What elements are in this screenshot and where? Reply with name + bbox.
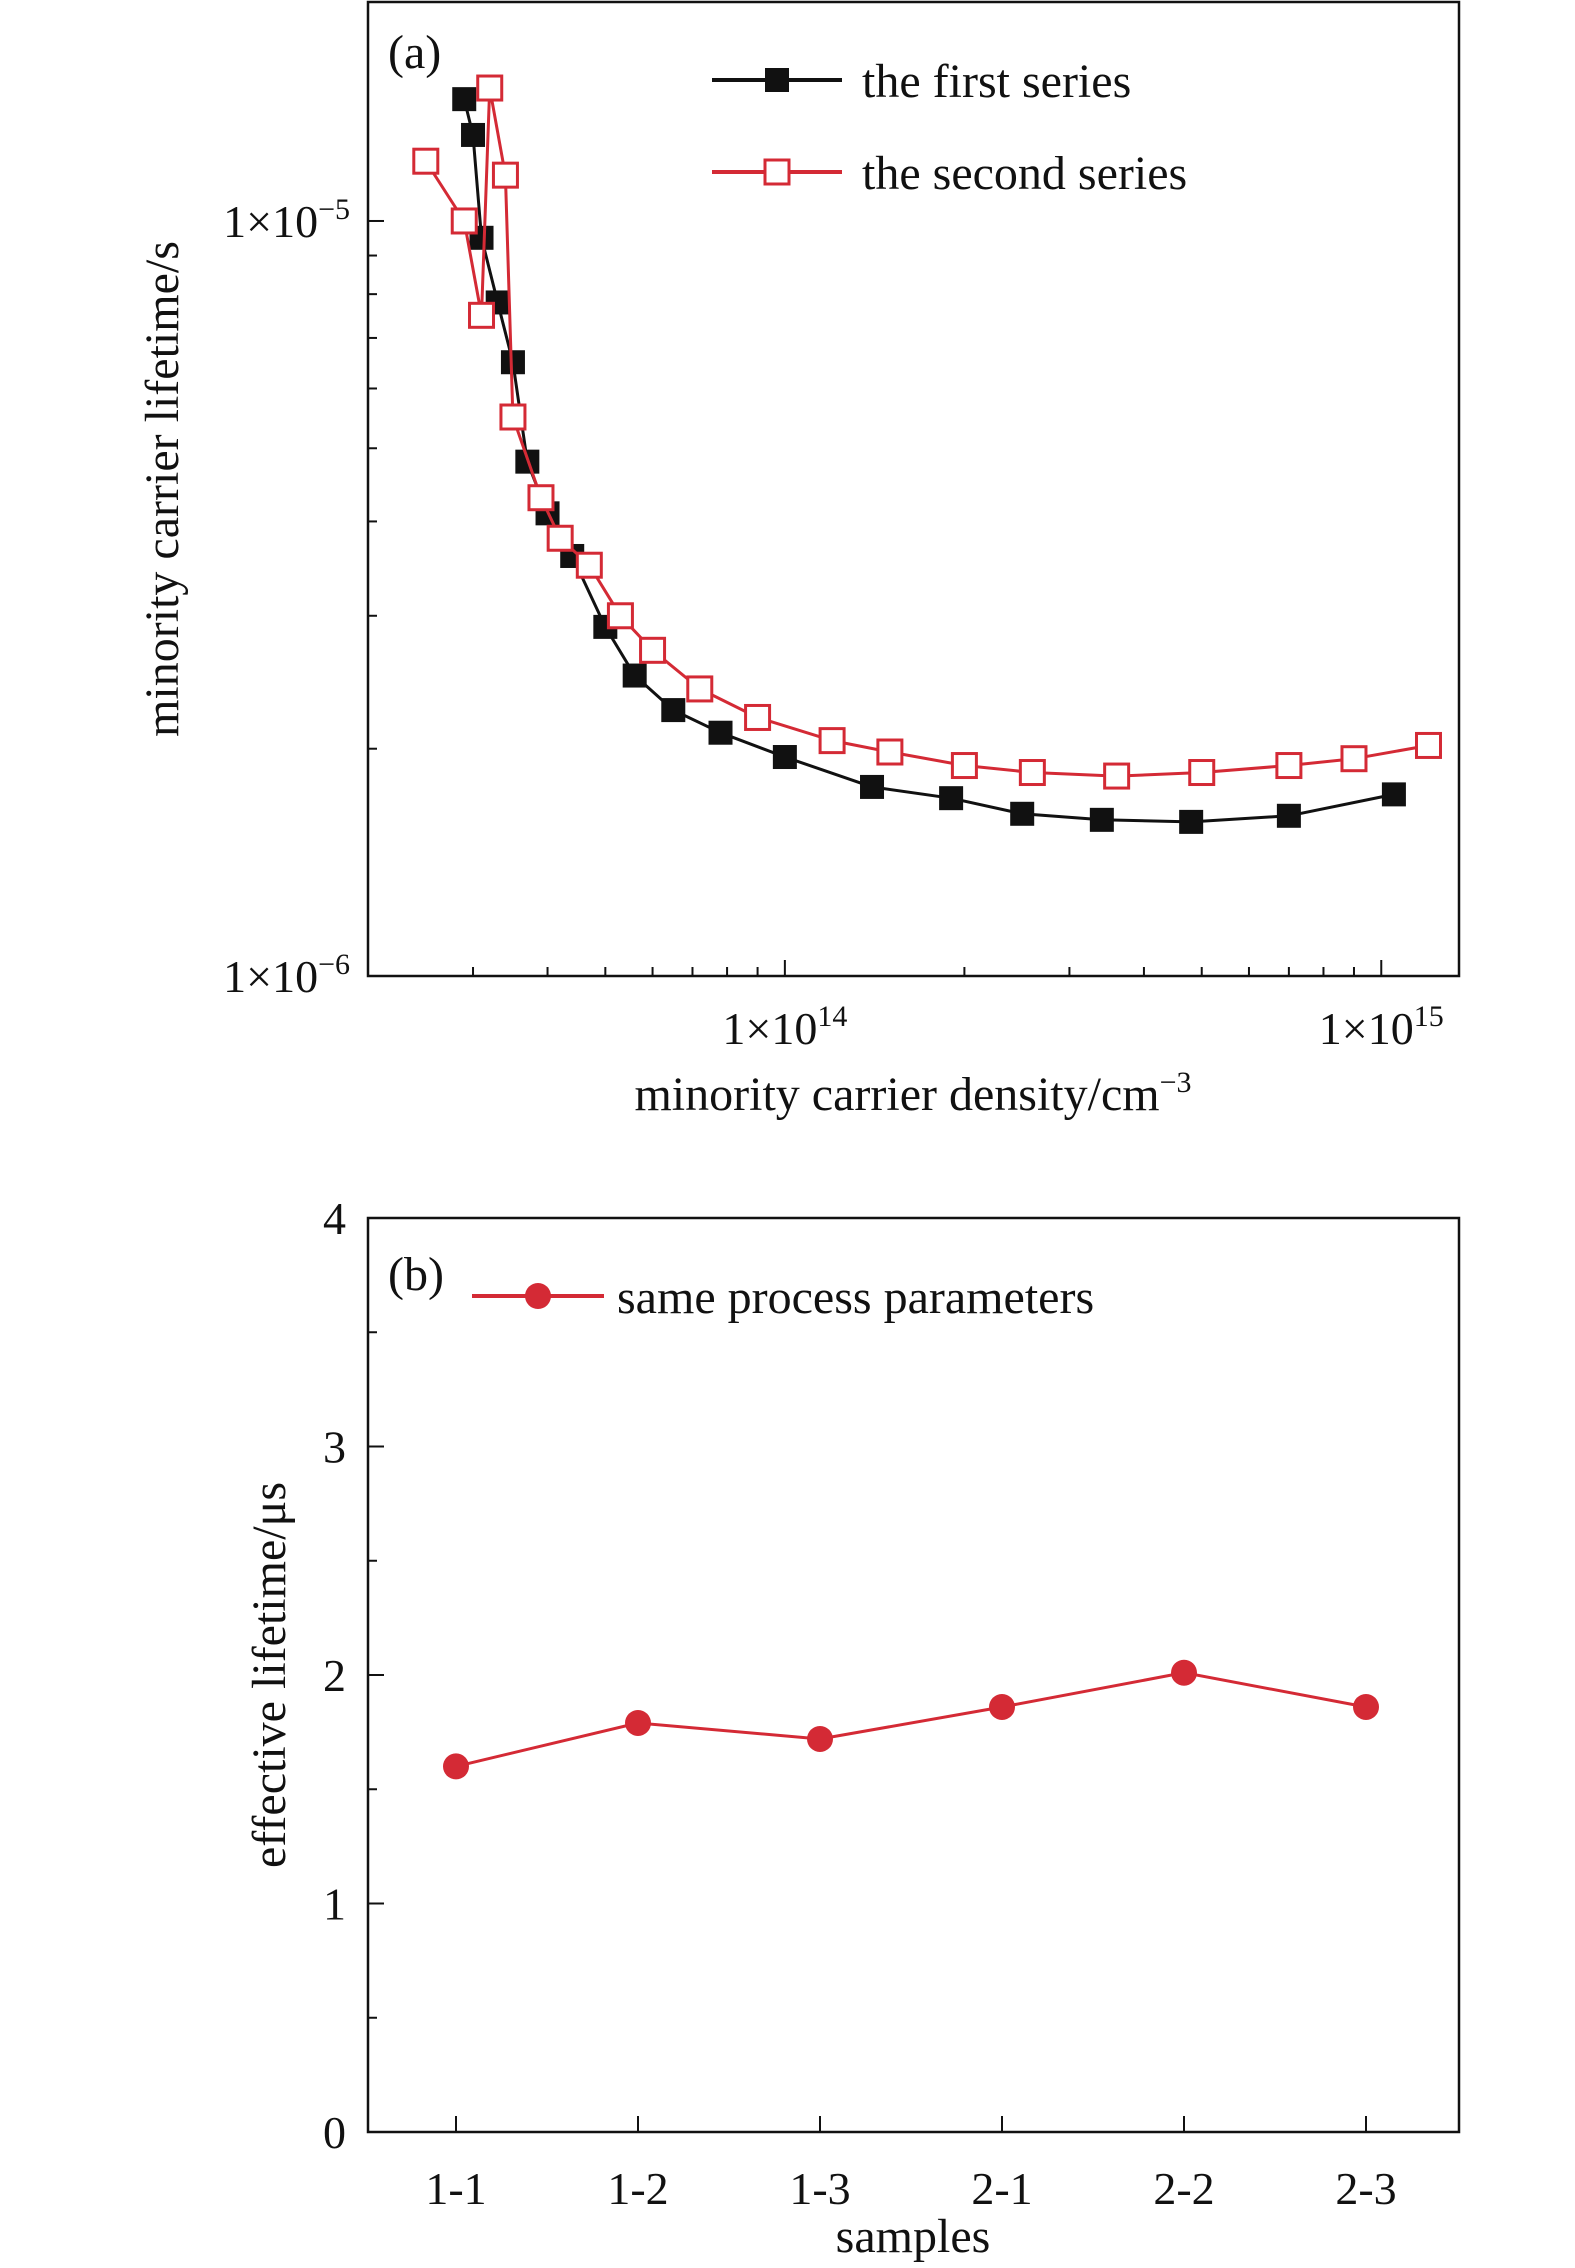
panel-a-point-first-series xyxy=(939,786,964,811)
panel-b-point-same-process xyxy=(443,1753,469,1780)
panel-a-y-axis-label: minority carrier lifetime/s xyxy=(136,241,189,737)
panel-b-series-line xyxy=(455,1671,1367,1768)
panel-b-y-tick-label: 2 xyxy=(323,1650,346,1701)
panel-b-x-tick-label: 2-1 xyxy=(971,2163,1032,2214)
legend-label-second-series: the second series xyxy=(862,147,1187,200)
panel-a-point-second-series xyxy=(491,161,519,189)
panel-a-point-first-series xyxy=(1381,782,1406,807)
panel-a-point-second-series xyxy=(1340,745,1368,773)
panel-a-point-second-series xyxy=(1275,752,1303,780)
panel-a-point-second-series xyxy=(686,675,714,703)
panel-a-series xyxy=(412,74,1442,834)
panel-b-ticks xyxy=(368,1217,1367,2133)
panel-b-x-tick-label: 2-2 xyxy=(1153,2163,1214,2214)
panel-b-point-same-process xyxy=(625,1709,651,1736)
panel-a-point-second-series xyxy=(744,703,772,731)
panel-a-point-first-series xyxy=(772,745,797,770)
panel-a-point-second-series xyxy=(606,602,634,630)
panel-b-x-axis-label: samples xyxy=(836,2210,991,2263)
legend-label-first-series: the first series xyxy=(862,55,1131,108)
panel-a-series-line-1 xyxy=(462,98,1395,824)
panel-b-point-same-process xyxy=(807,1725,833,1752)
panel-a-point-first-series xyxy=(461,122,486,147)
panel-b-point-same-process xyxy=(1353,1693,1379,1720)
panel-a-point-second-series xyxy=(1414,731,1442,759)
panel-b-chart: (b) 0 1 2 3 4 1-1 1-2 1-3 2-1 2-2 2-3 same process… xyxy=(243,1193,1461,2263)
panel-b-legend: same process parameters xyxy=(472,1271,1094,1324)
panel-a-tick-labels: 1×1014 1×1015 1×10−6 1×10−5 xyxy=(223,193,1444,1054)
legend-label-same-process: same process parameters xyxy=(617,1271,1094,1324)
panel-a-ticks xyxy=(367,219,1383,977)
panel-a-chart: (a) 1×1014 1×1015 1×10−6 1×10−5 the first s… xyxy=(136,0,1461,1121)
panel-a-point-second-series xyxy=(527,484,555,512)
panel-b-point-same-process xyxy=(989,1693,1015,1720)
panel-b-y-axis-label: effective lifetime/μs xyxy=(243,1482,296,1868)
panel-a-point-second-series xyxy=(575,551,603,579)
panel-a-point-second-series xyxy=(468,301,496,329)
panel-b-x-tick-label: 2-3 xyxy=(1335,2163,1396,2214)
panel-a-point-first-series xyxy=(1276,803,1301,828)
panel-a-point-second-series xyxy=(450,207,478,235)
panel-a-label: (a) xyxy=(388,26,441,79)
panel-a-point-second-series xyxy=(476,74,504,102)
panel-a-point-first-series xyxy=(452,87,477,112)
panel-b-y-tick-label: 1 xyxy=(323,1879,346,1930)
panel-a-series-line-2 xyxy=(424,86,1429,778)
legend-marker-filled-square xyxy=(765,68,789,92)
panel-a-point-first-series xyxy=(622,663,647,688)
panel-a-x-tick-label: 1×1014 xyxy=(722,1000,847,1054)
panel-b-x-tick-label: 1-1 xyxy=(425,2163,486,2214)
panel-a-point-second-series xyxy=(499,403,527,431)
panel-a-point-first-series xyxy=(1010,801,1035,826)
panel-a-point-second-series xyxy=(818,727,846,755)
panel-a-point-second-series xyxy=(1103,762,1131,790)
panel-a-point-first-series xyxy=(661,698,686,723)
panel-b-y-tick-label: 4 xyxy=(323,1193,346,1244)
panel-b-series xyxy=(443,1659,1379,1780)
panel-a-point-second-series xyxy=(412,147,440,175)
panel-b-x-tick-label: 1-3 xyxy=(789,2163,850,2214)
panel-a-legend: the first series the second series xyxy=(712,55,1187,200)
panel-a-point-second-series xyxy=(950,752,978,780)
panel-a-plot-frame xyxy=(366,0,1461,978)
panel-a-point-first-series xyxy=(860,774,885,799)
legend-marker-open-square xyxy=(763,158,791,186)
panel-a-point-second-series xyxy=(546,524,574,552)
panel-b-label: (b) xyxy=(388,1248,444,1301)
panel-a-point-second-series xyxy=(639,636,667,664)
panel-b-tick-labels: 0 1 2 3 4 1-1 1-2 1-3 2-1 2-2 2-3 xyxy=(323,1193,1397,2214)
panel-a-point-first-series xyxy=(1179,809,1204,834)
panel-a-point-second-series xyxy=(876,738,904,766)
panel-b-y-tick-label: 0 xyxy=(323,2107,346,2158)
panel-b-point-same-process xyxy=(1171,1659,1197,1686)
legend-marker-filled-circle xyxy=(525,1283,551,1309)
panel-a-point-first-series xyxy=(1089,807,1114,832)
panel-a-y-tick-label: 1×10−6 xyxy=(223,948,350,1002)
panel-a-x-axis-label: minority carrier density/cm−3 xyxy=(634,1066,1191,1121)
panel-a-x-tick-label: 1×1015 xyxy=(1319,1000,1444,1054)
panel-a-y-tick-label: 1×10−5 xyxy=(223,193,350,247)
panel-b-y-tick-label: 3 xyxy=(323,1422,346,1473)
panel-a-point-second-series xyxy=(1018,759,1046,787)
panel-a-point-first-series xyxy=(708,720,733,745)
panel-a-point-second-series xyxy=(1188,759,1216,787)
panel-b-plot-frame xyxy=(366,1216,1461,2134)
panel-b-x-tick-label: 1-2 xyxy=(607,2163,668,2214)
